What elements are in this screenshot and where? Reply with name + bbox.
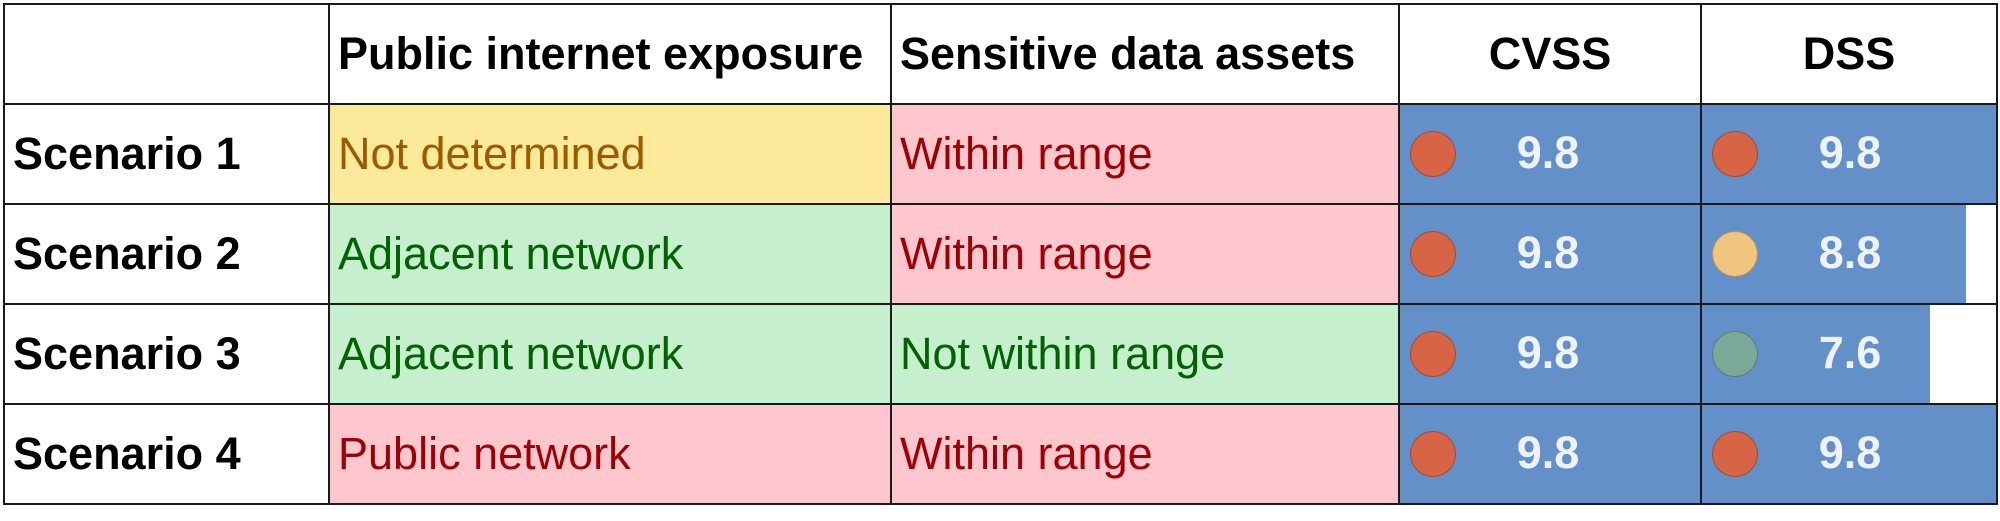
header-row: Public internet exposure Sensitive data … [3, 3, 1998, 105]
severity-dot-icon [1712, 331, 1758, 377]
exposure-cell: Adjacent network [328, 303, 892, 405]
header-sensitive-data-assets: Sensitive data assets [890, 3, 1400, 105]
exposure-cell: Not determined [328, 103, 892, 205]
dss-score-cell: 8.8 [1700, 203, 1998, 305]
assets-cell: Within range [890, 203, 1400, 305]
dss-score-cell: 9.8 [1700, 403, 1998, 505]
table-row: Scenario 3 Adjacent network Not within r… [3, 303, 1998, 405]
scenario-label: Scenario 1 [3, 103, 330, 205]
severity-dot-icon [1712, 231, 1758, 277]
severity-dot-icon [1410, 431, 1456, 477]
exposure-cell: Adjacent network [328, 203, 892, 305]
corner-cell [3, 3, 330, 105]
scenario-score-table: Public internet exposure Sensitive data … [3, 3, 1998, 505]
cvss-score-value: 9.8 [1516, 327, 1580, 378]
cvss-score-value: 9.8 [1516, 427, 1580, 478]
cvss-score-cell: 9.8 [1398, 303, 1702, 405]
cvss-score-cell: 9.8 [1398, 403, 1702, 505]
table-row: Scenario 1 Not determined Within range 9… [3, 103, 1998, 205]
cvss-score-value: 9.8 [1516, 127, 1580, 178]
severity-dot-icon [1712, 431, 1758, 477]
table-row: Scenario 4 Public network Within range 9… [3, 403, 1998, 505]
header-public-internet-exposure: Public internet exposure [328, 3, 892, 105]
dss-score-value: 9.8 [1818, 127, 1882, 178]
severity-dot-icon [1410, 131, 1456, 177]
scenario-label: Scenario 2 [3, 203, 330, 305]
cvss-score-value: 9.8 [1516, 227, 1580, 278]
dss-score-cell: 9.8 [1700, 103, 1998, 205]
table-row: Scenario 2 Adjacent network Within range… [3, 203, 1998, 305]
dss-score-value: 9.8 [1818, 427, 1882, 478]
severity-dot-icon [1410, 331, 1456, 377]
assets-cell: Not within range [890, 303, 1400, 405]
cvss-score-cell: 9.8 [1398, 103, 1702, 205]
assets-cell: Within range [890, 103, 1400, 205]
exposure-cell: Public network [328, 403, 892, 505]
severity-dot-icon [1712, 131, 1758, 177]
header-cvss: CVSS [1398, 3, 1702, 105]
dss-score-value: 8.8 [1818, 227, 1882, 278]
severity-dot-icon [1410, 231, 1456, 277]
scenario-label: Scenario 3 [3, 303, 330, 405]
cvss-score-cell: 9.8 [1398, 203, 1702, 305]
assets-cell: Within range [890, 403, 1400, 505]
dss-score-cell: 7.6 [1700, 303, 1998, 405]
dss-score-value: 7.6 [1818, 327, 1882, 378]
scenario-label: Scenario 4 [3, 403, 330, 505]
header-dss: DSS [1700, 3, 1998, 105]
